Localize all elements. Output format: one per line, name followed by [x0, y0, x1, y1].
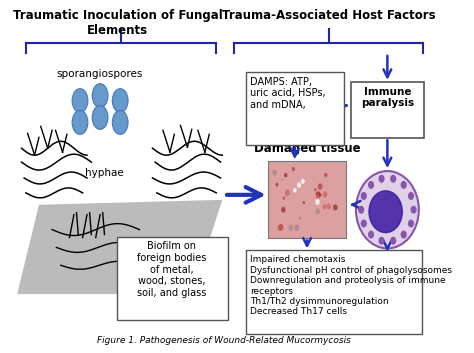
Ellipse shape: [368, 181, 374, 189]
Ellipse shape: [390, 175, 396, 183]
FancyBboxPatch shape: [117, 237, 228, 320]
Ellipse shape: [410, 206, 417, 214]
Ellipse shape: [285, 190, 290, 196]
Ellipse shape: [401, 231, 407, 239]
Ellipse shape: [275, 183, 278, 186]
Ellipse shape: [277, 225, 282, 231]
Ellipse shape: [92, 106, 108, 129]
Text: Figure 1. Pathogenesis of Wound-Related Mucormycosis: Figure 1. Pathogenesis of Wound-Related …: [97, 336, 351, 345]
Polygon shape: [17, 200, 222, 294]
Text: Trauma-Associated Host Factors: Trauma-Associated Host Factors: [222, 9, 436, 22]
Ellipse shape: [72, 110, 88, 134]
Ellipse shape: [401, 181, 407, 189]
Ellipse shape: [284, 173, 287, 178]
Ellipse shape: [283, 197, 285, 200]
Ellipse shape: [324, 173, 328, 177]
Text: Damaged tissue: Damaged tissue: [254, 142, 360, 155]
FancyBboxPatch shape: [246, 250, 422, 334]
Ellipse shape: [282, 178, 283, 181]
Ellipse shape: [281, 207, 285, 213]
Text: Traumatic Inoculation of Fungal
Elements: Traumatic Inoculation of Fungal Elements: [13, 9, 222, 37]
Ellipse shape: [408, 220, 414, 227]
Ellipse shape: [318, 193, 321, 197]
FancyBboxPatch shape: [268, 161, 346, 238]
Text: Impaired chemotaxis
Dysfunctional pH control of phagolysosomes
Downregulation an: Impaired chemotaxis Dysfunctional pH con…: [250, 255, 452, 316]
Ellipse shape: [369, 191, 402, 233]
Ellipse shape: [316, 208, 320, 214]
Ellipse shape: [327, 204, 331, 210]
Text: DAMPS: ATP,
uric acid, HSPs,
and mDNA,: DAMPS: ATP, uric acid, HSPs, and mDNA,: [250, 77, 326, 110]
Text: sporangiospores: sporangiospores: [57, 69, 143, 79]
Ellipse shape: [358, 206, 364, 214]
Ellipse shape: [92, 84, 108, 108]
Ellipse shape: [318, 184, 322, 190]
Ellipse shape: [379, 175, 384, 183]
Ellipse shape: [293, 188, 297, 192]
Ellipse shape: [361, 192, 367, 200]
Ellipse shape: [273, 170, 277, 175]
FancyArrowPatch shape: [227, 187, 261, 203]
Ellipse shape: [408, 192, 414, 200]
Ellipse shape: [315, 199, 320, 205]
Ellipse shape: [112, 110, 128, 134]
Ellipse shape: [390, 237, 396, 245]
Ellipse shape: [278, 224, 283, 231]
Ellipse shape: [323, 191, 328, 198]
Ellipse shape: [379, 237, 384, 245]
Ellipse shape: [112, 89, 128, 113]
Ellipse shape: [361, 220, 367, 227]
Ellipse shape: [297, 182, 301, 188]
Ellipse shape: [314, 188, 316, 191]
Ellipse shape: [333, 204, 337, 210]
Ellipse shape: [368, 231, 374, 239]
Ellipse shape: [299, 216, 301, 220]
Ellipse shape: [285, 195, 287, 198]
Text: Immune
paralysis: Immune paralysis: [361, 87, 414, 108]
Ellipse shape: [323, 204, 326, 209]
Ellipse shape: [356, 171, 419, 249]
Ellipse shape: [294, 225, 299, 231]
Text: hyphae: hyphae: [85, 168, 124, 178]
Text: Biofilm on
foreign bodies
of metal,
wood, stones,
soil, and glass: Biofilm on foreign bodies of metal, wood…: [137, 241, 206, 298]
Ellipse shape: [72, 89, 88, 113]
Ellipse shape: [301, 179, 305, 184]
Ellipse shape: [292, 167, 295, 171]
Ellipse shape: [316, 191, 320, 198]
Ellipse shape: [316, 194, 320, 199]
FancyBboxPatch shape: [246, 72, 344, 145]
Ellipse shape: [303, 201, 305, 204]
Ellipse shape: [289, 225, 293, 231]
FancyBboxPatch shape: [351, 82, 424, 138]
